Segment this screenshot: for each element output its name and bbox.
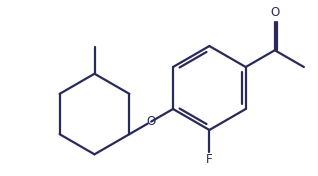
- Text: F: F: [206, 153, 213, 166]
- Text: O: O: [270, 6, 280, 19]
- Text: O: O: [147, 115, 156, 128]
